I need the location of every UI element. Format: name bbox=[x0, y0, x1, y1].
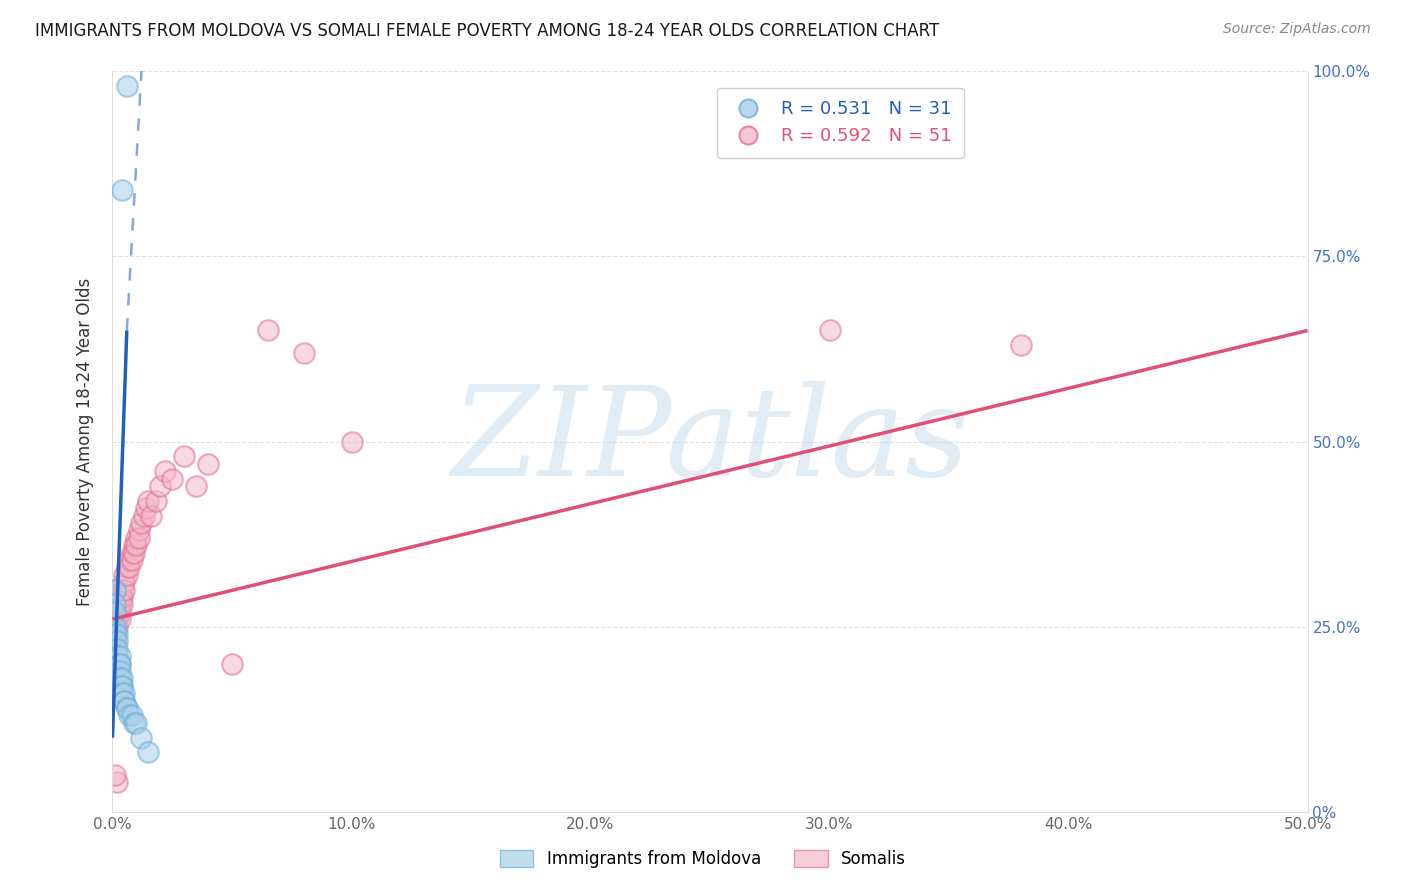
Point bbox=[111, 679, 134, 693]
Point bbox=[186, 479, 208, 493]
Point bbox=[125, 715, 148, 730]
Point bbox=[128, 531, 150, 545]
Point bbox=[104, 612, 127, 626]
Point bbox=[122, 546, 145, 560]
Text: ZIPatlas: ZIPatlas bbox=[451, 381, 969, 502]
Point bbox=[105, 641, 128, 656]
Point bbox=[145, 493, 167, 508]
Point bbox=[108, 590, 131, 604]
Point bbox=[340, 434, 363, 449]
Point bbox=[139, 508, 162, 523]
Point bbox=[818, 324, 841, 338]
Point bbox=[115, 567, 138, 582]
Point bbox=[104, 582, 127, 597]
Point bbox=[132, 508, 155, 523]
Point bbox=[108, 664, 131, 678]
Point bbox=[104, 598, 127, 612]
Point bbox=[111, 582, 134, 597]
Point bbox=[118, 560, 141, 574]
Point bbox=[149, 479, 172, 493]
Point bbox=[105, 619, 128, 633]
Point bbox=[105, 598, 128, 612]
Point bbox=[108, 612, 131, 626]
Point bbox=[111, 183, 134, 197]
Point bbox=[104, 767, 127, 781]
Point bbox=[108, 605, 131, 619]
Point bbox=[121, 553, 143, 567]
Point bbox=[111, 598, 134, 612]
Point bbox=[197, 457, 219, 471]
Point bbox=[114, 567, 135, 582]
Point bbox=[105, 605, 128, 619]
Point bbox=[129, 731, 152, 745]
Point bbox=[153, 464, 176, 478]
Point bbox=[108, 657, 131, 671]
Text: Source: ZipAtlas.com: Source: ZipAtlas.com bbox=[1223, 22, 1371, 37]
Point bbox=[1010, 338, 1032, 352]
Point bbox=[114, 582, 135, 597]
Point bbox=[104, 619, 127, 633]
Y-axis label: Female Poverty Among 18-24 Year Olds: Female Poverty Among 18-24 Year Olds bbox=[76, 277, 94, 606]
Point bbox=[115, 560, 138, 574]
Point bbox=[121, 546, 143, 560]
Point bbox=[111, 672, 134, 686]
Point bbox=[105, 649, 128, 664]
Point bbox=[138, 746, 160, 760]
Point bbox=[125, 538, 148, 552]
Point bbox=[114, 694, 135, 708]
Legend: Immigrants from Moldova, Somalis: Immigrants from Moldova, Somalis bbox=[494, 843, 912, 875]
Point bbox=[114, 686, 135, 700]
Point bbox=[104, 605, 127, 619]
Point bbox=[114, 694, 135, 708]
Point bbox=[292, 345, 315, 359]
Point bbox=[115, 701, 138, 715]
Point bbox=[111, 686, 134, 700]
Point bbox=[115, 701, 138, 715]
Point bbox=[135, 501, 157, 516]
Point bbox=[108, 649, 131, 664]
Point bbox=[122, 538, 145, 552]
Point bbox=[105, 775, 128, 789]
Point bbox=[104, 605, 127, 619]
Point bbox=[108, 672, 131, 686]
Point bbox=[173, 450, 195, 464]
Point bbox=[138, 493, 160, 508]
Legend: R = 0.531   N = 31, R = 0.592   N = 51: R = 0.531 N = 31, R = 0.592 N = 51 bbox=[717, 87, 965, 158]
Point bbox=[128, 524, 150, 538]
Point bbox=[104, 634, 127, 648]
Point bbox=[108, 657, 131, 671]
Point bbox=[118, 708, 141, 723]
Text: IMMIGRANTS FROM MOLDOVA VS SOMALI FEMALE POVERTY AMONG 18-24 YEAR OLDS CORRELATI: IMMIGRANTS FROM MOLDOVA VS SOMALI FEMALE… bbox=[35, 22, 939, 40]
Point bbox=[129, 516, 152, 530]
Point bbox=[221, 657, 243, 671]
Point bbox=[118, 553, 141, 567]
Point bbox=[114, 575, 135, 590]
Point bbox=[111, 590, 134, 604]
Point bbox=[104, 627, 127, 641]
Point bbox=[111, 679, 134, 693]
Point bbox=[105, 612, 128, 626]
Point bbox=[122, 715, 145, 730]
Point bbox=[108, 598, 131, 612]
Point bbox=[115, 79, 138, 94]
Point bbox=[162, 471, 183, 485]
Point bbox=[104, 619, 127, 633]
Point bbox=[125, 531, 148, 545]
Point bbox=[257, 324, 280, 338]
Point bbox=[105, 634, 128, 648]
Point bbox=[104, 627, 127, 641]
Point bbox=[121, 708, 143, 723]
Point bbox=[105, 627, 128, 641]
